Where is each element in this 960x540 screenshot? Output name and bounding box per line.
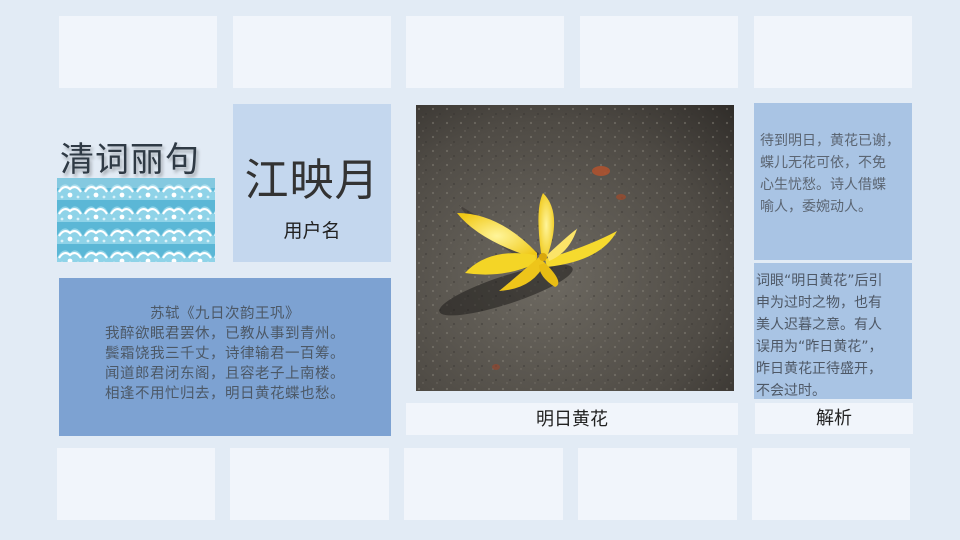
- placeholder-tile: [754, 16, 912, 88]
- author-card: 江映月 用户名: [233, 104, 391, 262]
- placeholder-tile: [57, 448, 215, 520]
- poem-panel: 苏轼《九日次韵王巩》 我醉欲眠君罢休，已教从事到青州。 鬓霜饶我三千丈，诗律输君…: [59, 278, 391, 436]
- placeholder-tile: [406, 16, 564, 88]
- analysis-note: 词眼“明日黄花”后引 申为过时之物，也有 美人迟暮之意。有人 误用为“昨日黄花”…: [754, 263, 912, 399]
- placeholder-tile: [752, 448, 910, 520]
- note-line: 心生忧愁。诗人借蝶: [760, 177, 886, 193]
- placeholder-tile: [580, 16, 738, 88]
- poem-line: 相逢不用忙归去，明日黄花蝶也愁。: [105, 386, 345, 402]
- waves-decoration: [57, 178, 215, 262]
- placeholder-tile: [404, 448, 563, 520]
- note-line: 美人迟暮之意。有人: [756, 317, 882, 333]
- author-name: 江映月: [244, 155, 380, 206]
- username-label: 用户名: [283, 220, 341, 242]
- note-line: 申为过时之物，也有: [756, 295, 882, 311]
- poem-line: 闻道郎君闭东阁，且容老子上南楼。: [105, 366, 345, 382]
- placeholder-tile: [233, 16, 391, 88]
- note-line: 词眼“明日黄花”后引: [756, 273, 883, 289]
- note-line: 喻人，委婉动人。: [760, 199, 872, 215]
- placeholder-tile: [230, 448, 389, 520]
- poem-line: 我醉欲眠君罢休，已教从事到青州。: [105, 326, 345, 342]
- poem-title: 苏轼《九日次韵王巩》: [150, 306, 300, 322]
- note-line: 待到明日，黄花已谢，: [760, 133, 900, 149]
- note-line: 不会过时。: [756, 383, 826, 399]
- note-line: 昨日黄花正待盛开，: [756, 361, 882, 377]
- poem-line: 鬓霜饶我三千丈，诗律输君一百筹。: [105, 346, 345, 362]
- analysis-note: 待到明日，黄花已谢， 蝶儿无花可依，不免 心生忧愁。诗人借蝶 喻人，委婉动人。: [754, 103, 912, 260]
- photo-caption: 明日黄花: [406, 403, 738, 435]
- analysis-label: 解析: [755, 403, 913, 434]
- placeholder-tile: [578, 448, 737, 520]
- note-line: 误用为“昨日黄花”，: [756, 339, 883, 355]
- placeholder-tile: [59, 16, 217, 88]
- page-title: 清词丽句: [60, 140, 200, 180]
- flower-photo: [416, 105, 734, 391]
- note-line: 蝶儿无花可依，不免: [760, 155, 886, 171]
